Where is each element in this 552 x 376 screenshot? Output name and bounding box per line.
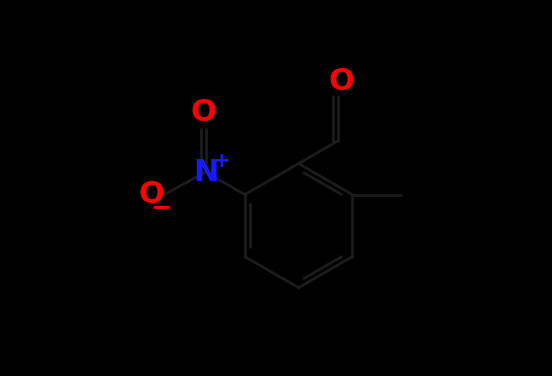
- Text: O: O: [191, 99, 217, 127]
- Text: N: N: [193, 158, 219, 186]
- Text: O: O: [139, 180, 164, 209]
- Text: O: O: [328, 67, 354, 96]
- Text: −: −: [150, 195, 171, 218]
- Text: +: +: [213, 151, 230, 171]
